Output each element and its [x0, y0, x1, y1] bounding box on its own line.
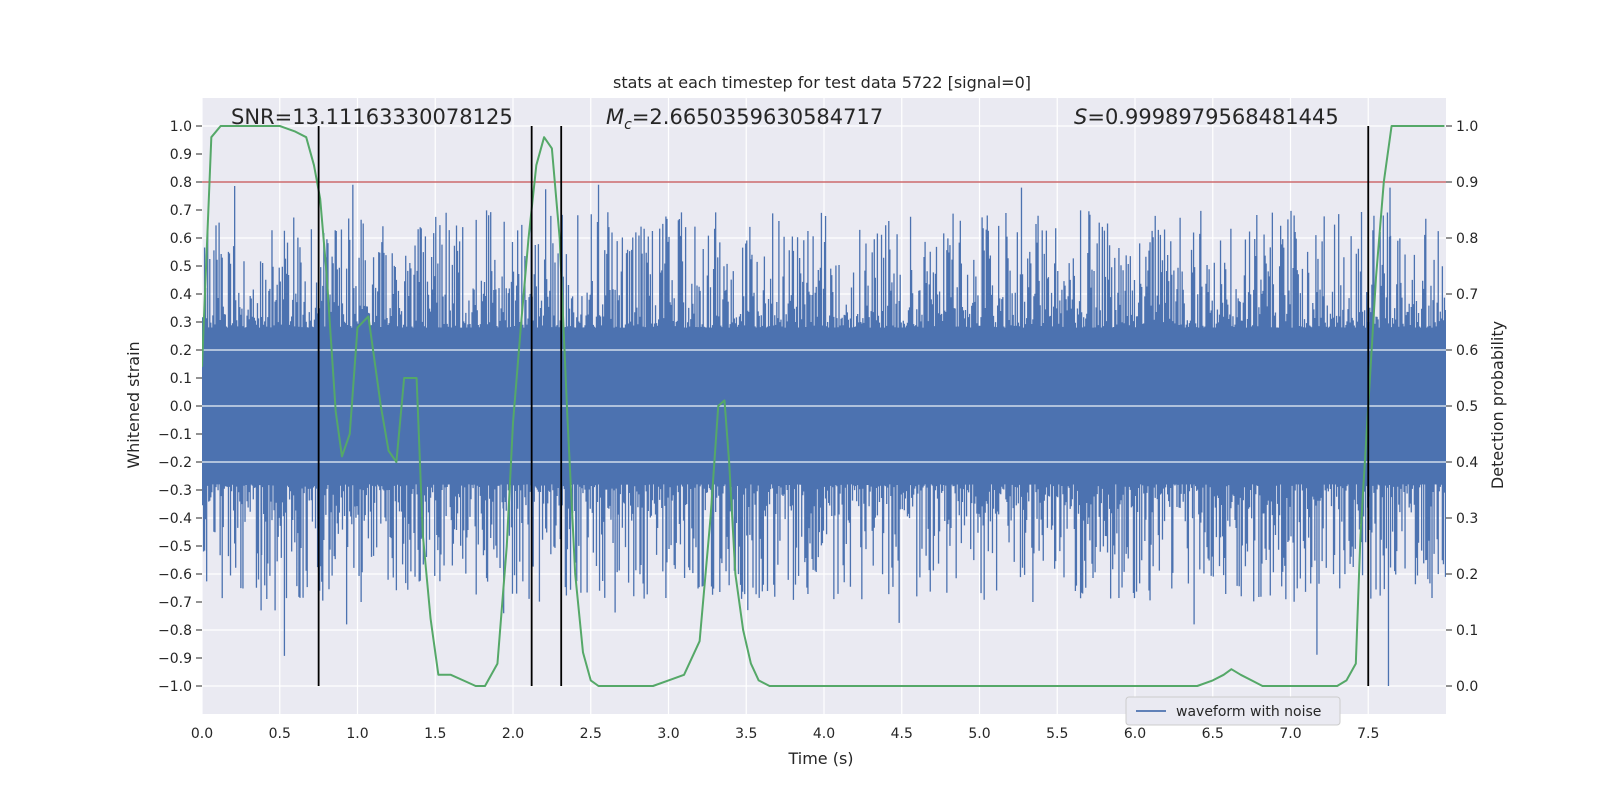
y-left-tick-label: 0.4 [170, 287, 192, 303]
y-right-tick-label: 0.1 [1456, 623, 1478, 639]
y-left-tick-label: 0.6 [170, 231, 192, 247]
x-tick-label: 3.5 [735, 726, 757, 742]
y-left-tick-label: 0.3 [170, 315, 192, 331]
mc-subscript: c [624, 117, 632, 133]
y-right-tick-label: 0.9 [1456, 175, 1478, 191]
x-tick-label: 0.0 [191, 726, 213, 742]
s-symbol: S [1074, 105, 1087, 129]
x-tick-label: 1.0 [346, 726, 368, 742]
x-tick-label: 7.5 [1357, 726, 1379, 742]
y-left-tick-label: −0.7 [158, 595, 192, 611]
y-right-tick-label: 0.0 [1456, 679, 1478, 695]
y-left-tick-label: 0.2 [170, 343, 192, 359]
x-tick-label: 5.0 [968, 726, 990, 742]
x-tick-label: 6.0 [1124, 726, 1146, 742]
y-left-tick-label: −0.5 [158, 539, 192, 555]
x-axis-ticks: 0.0 0.5 1.0 1.5 2.0 2.5 3.0 3.5 4.0 4.5 5.0 5.5 6.0 6… [191, 726, 1380, 742]
x-tick-label: 7.0 [1279, 726, 1301, 742]
y-right-tick-label: 0.8 [1456, 231, 1478, 247]
y-left-axis-label: Whitened strain [124, 341, 143, 468]
y-right-tick-label: 0.7 [1456, 287, 1478, 303]
y-left-tick-label: −0.2 [158, 455, 192, 471]
legend: waveform with noise [1125, 696, 1341, 726]
y-left-tick-label: −0.8 [158, 623, 192, 639]
x-tick-label: 2.5 [580, 726, 602, 742]
y-left-tick-label: −0.6 [158, 567, 192, 583]
y-left-tick-label: −0.4 [158, 511, 192, 527]
x-tick-label: 3.0 [657, 726, 679, 742]
y-left-tick-label: 0.9 [170, 147, 192, 163]
s-value: =0.9998979568481445 [1087, 105, 1338, 129]
y-left-tick-label: −1.0 [158, 679, 192, 695]
mc-annotation: Mc=2.6650359630584717 [606, 105, 883, 133]
mc-value: =2.6650359630584717 [632, 105, 883, 129]
y-right-tick-label: 0.6 [1456, 343, 1478, 359]
y-left-tick-label: −0.9 [158, 651, 192, 667]
x-tick-label: 2.0 [502, 726, 524, 742]
chart-title: stats at each timestep for test data 572… [613, 73, 1031, 92]
y-right-tick-label: 0.3 [1456, 511, 1478, 527]
y-left-axis-ticks: −1.0 −0.9 −0.8 −0.7 −0.6 −0.5 −0.4 −0.3 −0.2 −0.1… [158, 119, 202, 695]
y-right-tick-label: 0.2 [1456, 567, 1478, 583]
snr-annotation: SNR=13.11163330078125 [231, 105, 513, 129]
s-annotation: S=0.9998979568481445 [1074, 105, 1339, 129]
y-right-axis-ticks: 0.0 0.1 0.2 0.3 0.4 0.5 0.6 0.7 0.8 0.9 1.0 [1446, 119, 1478, 695]
y-left-tick-label: 1.0 [170, 119, 192, 135]
y-left-tick-label: −0.1 [158, 427, 192, 443]
x-tick-label: 4.5 [891, 726, 913, 742]
vertical-lines [317, 126, 1370, 686]
y-left-tick-label: −0.3 [158, 483, 192, 499]
y-left-tick-label: 0.1 [170, 371, 192, 387]
x-tick-label: 1.5 [424, 726, 446, 742]
x-tick-label: 5.5 [1046, 726, 1068, 742]
mc-symbol: M [606, 105, 624, 129]
x-tick-label: 6.5 [1202, 726, 1224, 742]
y-left-tick-label: 0.0 [170, 399, 192, 415]
legend-label-waveform: waveform with noise [1176, 704, 1321, 720]
x-axis-label: Time (s) [787, 749, 853, 768]
x-tick-label: 0.5 [269, 726, 291, 742]
y-right-tick-label: 1.0 [1456, 119, 1478, 135]
y-left-tick-label: 0.7 [170, 203, 192, 219]
y-right-tick-label: 0.5 [1456, 399, 1478, 415]
x-tick-label: 4.0 [813, 726, 835, 742]
y-right-tick-label: 0.4 [1456, 455, 1478, 471]
legend-box [1125, 696, 1341, 726]
y-left-tick-label: 0.5 [170, 259, 192, 275]
plot-content [202, 125, 1446, 687]
y-left-tick-label: 0.8 [170, 175, 192, 191]
detection-probability-series [202, 125, 1445, 687]
y-right-axis-label: Detection probability [1488, 321, 1507, 489]
